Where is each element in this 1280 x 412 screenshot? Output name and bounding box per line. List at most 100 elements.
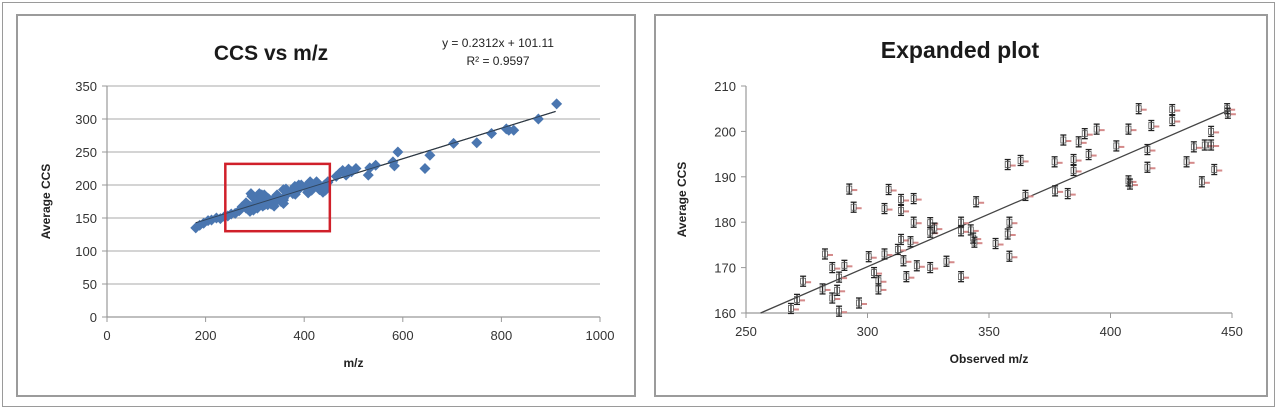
data-point: [973, 196, 985, 208]
data-point: [910, 216, 922, 228]
trendline-overlay: [195, 110, 556, 224]
data-point: [419, 163, 431, 174]
data-point: [424, 149, 436, 161]
y-tick-label: 200: [75, 178, 97, 193]
data-point: [1081, 128, 1093, 140]
data-point: [1144, 161, 1156, 173]
y-axis-label: Average CCS: [39, 164, 53, 240]
data-point: [1169, 114, 1181, 127]
data-point: [1201, 139, 1213, 151]
data-series: [190, 98, 563, 234]
highlight-box: [224, 162, 332, 233]
data-point: [927, 261, 939, 274]
data-point: [1093, 123, 1105, 135]
data-point: [1148, 119, 1160, 132]
data-point: [800, 275, 812, 287]
trendline-equation: y = 0.2312x + 101.11: [442, 36, 554, 50]
x-tick-label: 600: [392, 328, 414, 343]
x-tick-label: 1000: [586, 328, 615, 343]
x-tick-label: 200: [195, 328, 217, 343]
y-tick-label: 250: [75, 145, 97, 160]
data-point: [865, 251, 877, 263]
data-point: [894, 243, 906, 256]
data-point: [388, 160, 400, 172]
y-tick-label: 0: [90, 310, 97, 325]
data-point: [900, 255, 912, 267]
figure-frame: [2, 2, 1275, 407]
data-point: [907, 236, 919, 248]
y-tick-label: 300: [75, 112, 97, 127]
data-point: [836, 271, 848, 283]
data-point: [1051, 156, 1063, 168]
data-point: [247, 204, 259, 216]
data-point: [1060, 134, 1072, 146]
y-tick-label: 170: [714, 261, 736, 276]
data-point: [913, 260, 925, 272]
data-point: [881, 248, 893, 260]
data-point: [1070, 164, 1082, 177]
y-tick-label: 180: [714, 215, 736, 230]
data-point: [1135, 103, 1147, 115]
data-point: [277, 197, 289, 209]
x-tick-label: 300: [857, 324, 879, 339]
data-point: [508, 124, 520, 136]
y-tick-label: 100: [75, 244, 97, 259]
data-point: [855, 297, 867, 309]
data-point: [551, 98, 563, 110]
y-tick-label: 190: [714, 170, 736, 185]
y-tick-label: 200: [714, 124, 736, 139]
data-point: [910, 192, 922, 205]
data-point: [885, 183, 897, 196]
chart-expanded-plot: Expanded plot 160 170 180 190 200 210 250 300 350…: [654, 14, 1268, 397]
data-point: [1085, 148, 1097, 161]
data-point: [1075, 136, 1087, 148]
chart-title: CCS vs m/z: [214, 42, 328, 65]
y-tick-label: 150: [75, 211, 97, 226]
data-point: [819, 283, 831, 295]
data-point: [263, 193, 275, 205]
data-point: [1006, 216, 1018, 228]
data-point: [829, 292, 841, 304]
x-tick-label: 800: [491, 328, 513, 343]
x-tick-label: 400: [293, 328, 315, 343]
data-point: [971, 236, 983, 248]
data-point: [834, 284, 846, 296]
chart-title: Expanded plot: [881, 37, 1040, 63]
y-tick-label: 350: [75, 79, 97, 94]
data-point: [931, 222, 943, 234]
data-point: [1017, 154, 1029, 167]
data-point: [246, 190, 258, 202]
chart-canvas-right: Expanded plot 160 170 180 190 200 210 250 300 350…: [675, 37, 1243, 366]
data-point: [362, 169, 374, 181]
data-point: [471, 137, 483, 149]
data-point: [1224, 107, 1236, 119]
data-point: [992, 237, 1004, 250]
y-axis-label: Average CCS: [675, 162, 689, 238]
x-tick-label: 400: [1100, 324, 1122, 339]
data-point: [350, 163, 362, 174]
data-point: [1004, 158, 1016, 171]
data-point: [829, 261, 841, 274]
data-point: [958, 271, 970, 283]
data-point: [1169, 103, 1181, 116]
y-tick-label: 210: [714, 79, 736, 94]
data-point: [821, 248, 833, 260]
data-point: [794, 293, 806, 306]
data-point: [1070, 153, 1082, 166]
data-point: [943, 255, 955, 267]
data-point: [1208, 125, 1220, 138]
y-tick-label: 50: [83, 277, 97, 292]
data-point: [1004, 228, 1016, 240]
trendline: [760, 110, 1228, 314]
data-point: [1183, 156, 1195, 168]
x-tick-label: 0: [103, 328, 110, 343]
data-point: [392, 146, 404, 158]
data-point: [881, 202, 893, 215]
x-axis-label: Observed m/z: [950, 352, 1029, 366]
data-point: [836, 305, 848, 317]
data-point: [850, 201, 862, 213]
x-tick-label: 250: [735, 324, 757, 339]
x-tick-label: 450: [1221, 324, 1243, 339]
data-point: [841, 259, 853, 271]
data-point: [1006, 250, 1018, 262]
